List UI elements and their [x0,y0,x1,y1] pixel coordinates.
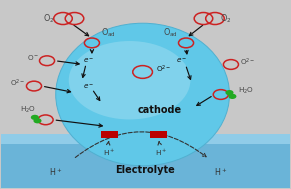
Text: $\mathregular{e^-}$: $\mathregular{e^-}$ [176,56,187,65]
Text: $\mathregular{O^{2-}}$: $\mathregular{O^{2-}}$ [10,78,26,89]
Circle shape [226,90,234,95]
Circle shape [31,115,39,120]
Text: $\mathregular{H^+}$: $\mathregular{H^+}$ [49,167,62,178]
Circle shape [33,118,42,123]
Text: $\mathregular{e^-}$: $\mathregular{e^-}$ [84,56,95,65]
Text: $\mathregular{O_{ad}}$: $\mathregular{O_{ad}}$ [163,27,178,39]
Text: $\mathregular{O_{ad}}$: $\mathregular{O_{ad}}$ [101,27,116,39]
Text: $\mathregular{O^-}$: $\mathregular{O^-}$ [27,53,39,62]
Bar [1,134,290,144]
Text: $\mathregular{e^-}$: $\mathregular{e^-}$ [84,82,95,91]
Bar [1,136,290,188]
Text: $\mathregular{O_2}$: $\mathregular{O_2}$ [220,12,231,25]
Text: $\mathregular{H^+}$: $\mathregular{H^+}$ [104,148,116,158]
Text: $\mathregular{H^+}$: $\mathregular{H^+}$ [155,148,167,158]
Text: $\mathregular{H_2O}$: $\mathregular{H_2O}$ [238,86,254,96]
Text: $\mathregular{H_2O}$: $\mathregular{H_2O}$ [20,105,36,115]
Text: $\mathregular{O^{2-}}$: $\mathregular{O^{2-}}$ [156,64,171,75]
Text: $\mathregular{O_2}$: $\mathregular{O_2}$ [43,12,54,25]
Ellipse shape [69,41,190,119]
Ellipse shape [56,23,230,166]
Bar [150,131,167,138]
Text: cathode: cathode [138,105,182,115]
Circle shape [228,94,237,99]
Text: Electrolyte: Electrolyte [116,165,175,175]
Text: $\mathregular{H^+}$: $\mathregular{H^+}$ [214,167,227,178]
Text: $\mathregular{O^{2-}}$: $\mathregular{O^{2-}}$ [239,57,255,68]
Bar [101,131,118,138]
